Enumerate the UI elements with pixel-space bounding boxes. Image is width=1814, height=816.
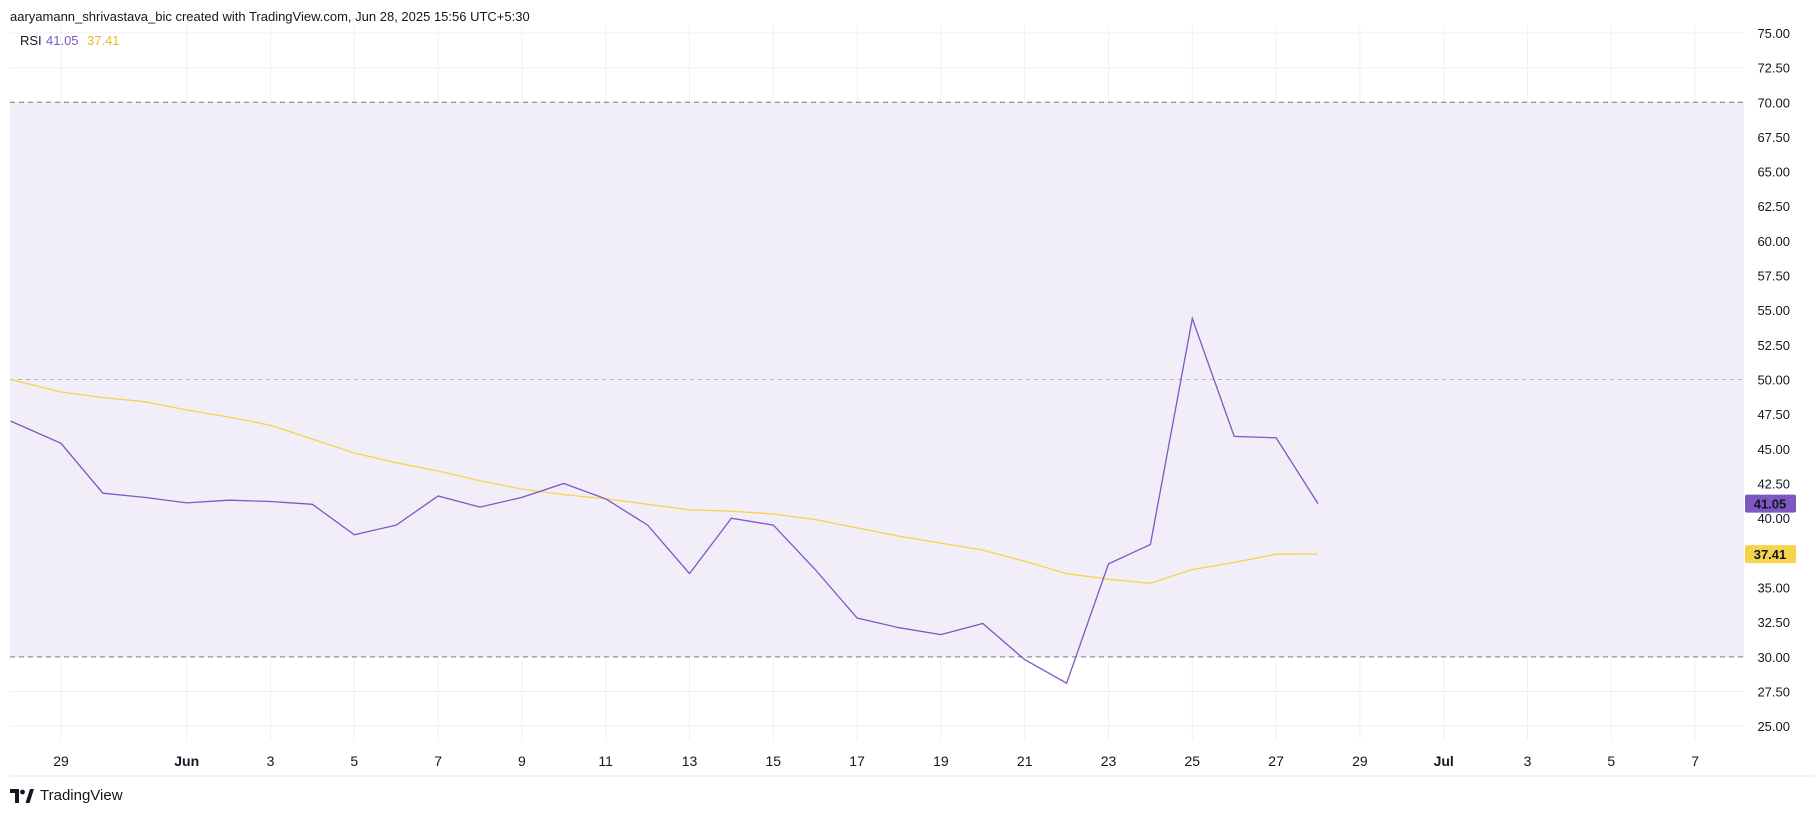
x-tick-label: 7 <box>434 753 442 769</box>
x-tick-label: 5 <box>350 753 358 769</box>
tradingview-brand-text: TradingView <box>40 787 123 804</box>
x-tick-label: 27 <box>1268 753 1284 769</box>
x-tick-label: 7 <box>1691 753 1699 769</box>
y-tick-label: 57.50 <box>1757 269 1790 284</box>
y-tick-label: 30.00 <box>1757 650 1790 665</box>
legend-rsi-value: 41.05 <box>46 33 79 48</box>
x-tick-label: 3 <box>267 753 275 769</box>
y-tick-label: 32.50 <box>1757 615 1790 630</box>
x-tick-label: Jun <box>174 753 199 769</box>
y-tick-label: 25.00 <box>1757 719 1790 734</box>
y-tick-label: 72.50 <box>1757 61 1790 76</box>
x-tick-label: 15 <box>766 753 782 769</box>
y-tick-label: 62.50 <box>1757 199 1790 214</box>
y-tick-label: 45.00 <box>1757 442 1790 457</box>
y-tick-label: 67.50 <box>1757 130 1790 145</box>
ma-last-value-label: 37.41 <box>1745 545 1796 564</box>
x-tick-label: 21 <box>1017 753 1033 769</box>
y-tick-label: 65.00 <box>1757 165 1790 180</box>
indicator-name: RSI <box>20 33 42 48</box>
x-tick-label: 19 <box>933 753 949 769</box>
y-tick-label: 35.00 <box>1757 580 1790 595</box>
y-tick-label: 27.50 <box>1757 684 1790 699</box>
x-tick-label: 3 <box>1524 753 1532 769</box>
indicator-legend[interactable]: RSI 41.05 37.41 <box>20 33 120 48</box>
x-tick-label: 9 <box>518 753 526 769</box>
x-axis[interactable]: 29 Jun 3 5 7 9 11 13 15 17 19 21 23 25 27 29 Jul 3 5 7 <box>53 753 1699 769</box>
ma-last-value-text: 37.41 <box>1754 547 1787 562</box>
x-tick-label: 17 <box>849 753 865 769</box>
x-tick-label: 29 <box>1352 753 1368 769</box>
y-tick-label: 52.50 <box>1757 338 1790 353</box>
x-tick-label: 23 <box>1101 753 1117 769</box>
y-tick-label: 42.50 <box>1757 477 1790 492</box>
y-tick-label: 47.50 <box>1757 407 1790 422</box>
x-tick-label: 25 <box>1185 753 1201 769</box>
legend-ma-value: 37.41 <box>87 33 120 48</box>
chart-attribution: aaryamann_shrivastava_bic created with T… <box>10 9 530 24</box>
y-tick-label: 40.00 <box>1757 511 1790 526</box>
y-tick-label: 75.00 <box>1757 26 1790 41</box>
rsi-ma-series-line <box>10 378 1319 584</box>
y-tick-label: 70.00 <box>1757 95 1790 110</box>
y-tick-label: 60.00 <box>1757 234 1790 249</box>
x-tick-label: 11 <box>598 753 613 769</box>
tradingview-logo[interactable]: TradingView <box>10 787 123 804</box>
x-tick-label: 29 <box>53 753 69 769</box>
y-tick-label: 50.00 <box>1757 373 1790 388</box>
tradingview-logo-icon <box>10 788 34 803</box>
x-tick-label: 5 <box>1607 753 1615 769</box>
x-tick-label: 13 <box>682 753 698 769</box>
rsi-last-value-text: 41.05 <box>1754 497 1787 512</box>
x-tick-label: Jul <box>1434 753 1454 769</box>
y-tick-label: 55.00 <box>1757 303 1790 318</box>
rsi-last-value-label: 41.05 <box>1745 494 1796 513</box>
rsi-series-line <box>10 316 1319 685</box>
y-axis[interactable]: 25.0027.5030.0032.5035.0037.5040.0042.50… <box>1757 26 1790 734</box>
